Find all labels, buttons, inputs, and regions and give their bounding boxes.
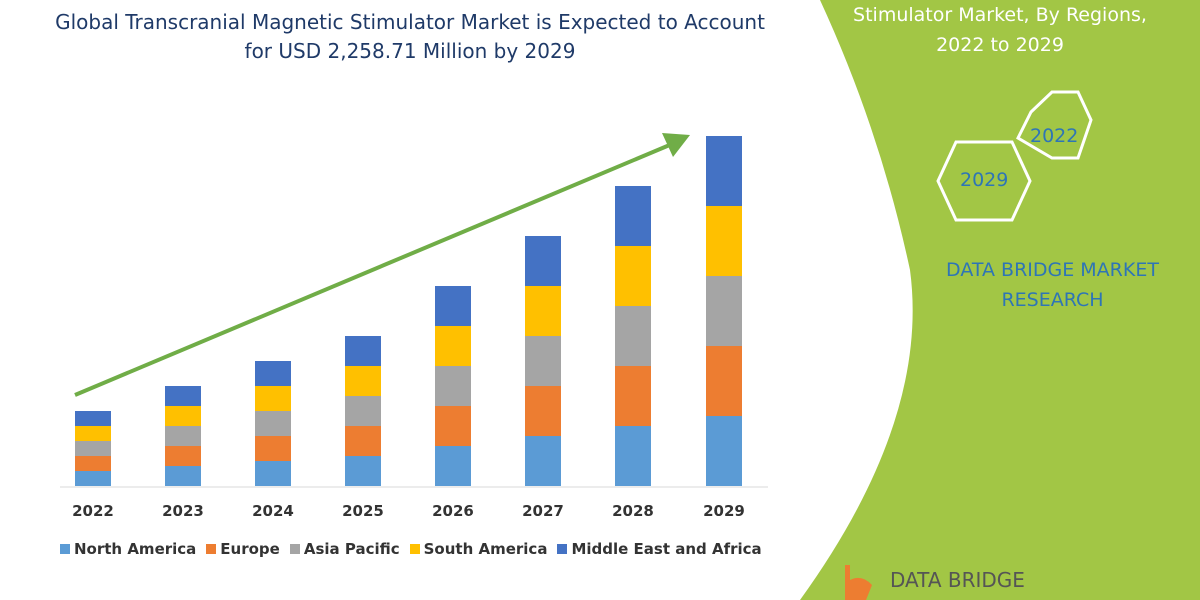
trend-arrow-head: [662, 133, 690, 157]
bar-2028-europe: [615, 366, 651, 426]
bar-2026-asia-pacific: [435, 366, 471, 406]
bar-2024-middle-east-and-africa: [255, 361, 291, 386]
legend-item: Asia Pacific: [289, 540, 400, 558]
bar-2028-middle-east-and-africa: [615, 186, 651, 246]
legend-label: South America: [423, 540, 548, 558]
logo-text: DATA BRIDGE: [890, 568, 1025, 592]
bar-2023-north-america: [165, 466, 201, 486]
bar-2026-north-america: [435, 446, 471, 486]
bar-2023-europe: [165, 446, 201, 466]
side-title: Stimulator Market, By Regions, 2022 to 2…: [853, 4, 1147, 56]
bar-2027-europe: [525, 386, 561, 436]
legend-label: Asia Pacific: [303, 540, 400, 558]
x-tick-label: 2022: [72, 502, 114, 520]
x-tick-label: 2024: [252, 502, 294, 520]
bar-2028-asia-pacific: [615, 306, 651, 366]
bar-2022-asia-pacific: [75, 441, 111, 456]
chart-title: Global Transcranial Magnetic Stimulator …: [55, 10, 765, 63]
legend-item: North America: [60, 540, 196, 558]
bar-2028-north-america: [615, 426, 651, 486]
bar-2022-europe: [75, 456, 111, 471]
legend-swatch: [60, 544, 70, 554]
hex-label-2022: 2022: [1030, 125, 1079, 147]
legend-label: Middle East and Africa: [571, 540, 762, 558]
bar-2023-asia-pacific: [165, 426, 201, 446]
bar-2025-europe: [345, 426, 381, 456]
brand-text: DATA BRIDGE MARKET RESEARCH: [946, 259, 1159, 311]
bar-2027-south-america: [525, 286, 561, 336]
bar-2024-asia-pacific: [255, 411, 291, 436]
hexagon-2029: [936, 140, 1032, 222]
bar-2024-europe: [255, 436, 291, 461]
legend-swatch: [289, 544, 300, 554]
bars: [75, 136, 742, 486]
bar-2029-asia-pacific: [706, 276, 742, 346]
bar-2026-south-america: [435, 326, 471, 366]
bar-2022-south-america: [75, 426, 111, 441]
legend: North America Europe Asia Pacific South Ame…: [60, 540, 762, 558]
bar-2025-asia-pacific: [345, 396, 381, 426]
legend-swatch: [557, 544, 568, 554]
bar-2029-north-america: [706, 416, 742, 486]
legend-item: Europe: [206, 540, 280, 558]
bar-2025-middle-east-and-africa: [345, 336, 381, 366]
legend-swatch: [409, 544, 420, 554]
x-tick-label: 2029: [703, 502, 745, 520]
bar-2029-europe: [706, 346, 742, 416]
bar-2023-middle-east-and-africa: [165, 386, 201, 406]
x-tick-label: 2027: [522, 502, 564, 520]
x-tick-label: 2023: [162, 502, 204, 520]
bar-2026-middle-east-and-africa: [435, 286, 471, 326]
legend-label: North America: [74, 540, 197, 558]
bar-2025-north-america: [345, 456, 381, 486]
hex-label-2029: 2029: [960, 169, 1009, 191]
logo-icon: [845, 565, 872, 600]
bar-2026-europe: [435, 406, 471, 446]
trend-arrow: [74, 142, 673, 397]
bar-2029-south-america: [706, 206, 742, 276]
bar-2027-north-america: [525, 436, 561, 486]
bar-2023-south-america: [165, 406, 201, 426]
bar-2022-middle-east-and-africa: [75, 411, 111, 426]
x-tick-label: 2028: [612, 502, 654, 520]
legend-label: Europe: [220, 540, 280, 558]
legend-item: South America: [409, 540, 548, 558]
x-tick-label: 2025: [342, 502, 384, 520]
bar-2024-north-america: [255, 461, 291, 486]
bar-2028-south-america: [615, 246, 651, 306]
bar-2029-middle-east-and-africa: [706, 136, 742, 206]
bar-2024-south-america: [255, 386, 291, 411]
hexagon-2022: [1016, 90, 1093, 160]
green-panel: [800, 0, 1200, 600]
legend-swatch: [206, 544, 217, 554]
x-tick-label: 2026: [432, 502, 474, 520]
bar-2025-south-america: [345, 366, 381, 396]
bar-2027-middle-east-and-africa: [525, 236, 561, 286]
legend-item: Middle East and Africa: [557, 540, 762, 558]
bar-2027-asia-pacific: [525, 336, 561, 386]
bar-2022-north-america: [75, 471, 111, 486]
